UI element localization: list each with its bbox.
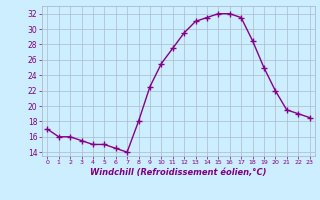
X-axis label: Windchill (Refroidissement éolien,°C): Windchill (Refroidissement éolien,°C) bbox=[90, 168, 267, 177]
